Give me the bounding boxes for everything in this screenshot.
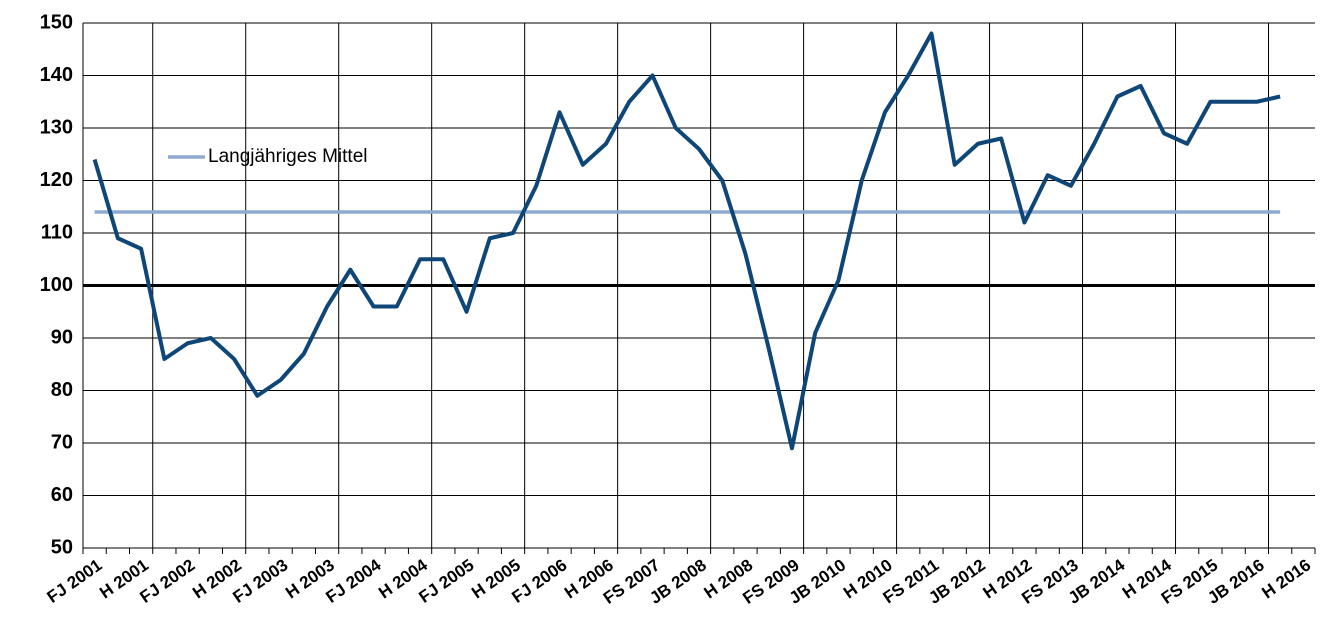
y-tick-label: 100 (40, 274, 73, 296)
legend-label: Langjähriges Mittel (208, 146, 367, 167)
x-tick-label: H 2016 (1258, 555, 1314, 602)
y-tick-label: 70 (51, 431, 73, 453)
y-tick-label: 60 (51, 484, 73, 506)
y-tick-label: 90 (51, 326, 73, 348)
y-tick-label: 50 (51, 536, 73, 558)
y-tick-label: 150 (40, 11, 73, 33)
y-tick-label: 120 (40, 169, 73, 191)
series-line (92, 31, 1281, 451)
y-tick-label: 140 (40, 64, 73, 86)
y-tick-label: 110 (41, 221, 73, 243)
y-tick-label: 80 (51, 379, 73, 401)
x-tick-label: FJ 2001 (43, 555, 105, 606)
y-tick-label: 130 (40, 116, 73, 138)
